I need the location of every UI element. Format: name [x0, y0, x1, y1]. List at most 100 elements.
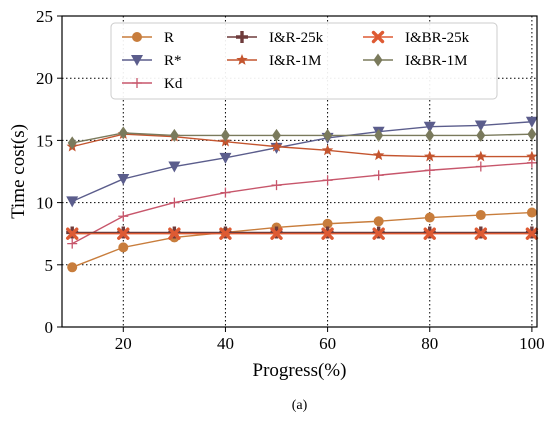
series-line	[72, 133, 532, 158]
data-point	[474, 227, 488, 240]
legend-label: I&R-1M	[269, 53, 322, 69]
data-point	[475, 161, 486, 172]
legend-item: I&BR-1M	[363, 53, 468, 69]
data-point	[220, 187, 231, 198]
data-point	[373, 170, 384, 181]
legend-label: R	[164, 30, 174, 46]
legend-marker	[371, 30, 385, 44]
data-point	[67, 238, 78, 249]
legend-item: R	[122, 30, 174, 46]
data-point	[423, 121, 436, 133]
legend-marker	[132, 32, 142, 42]
data-point	[168, 227, 181, 240]
data-point	[474, 120, 487, 132]
y-axis-title: Time cost(s)	[8, 124, 29, 219]
data-point	[322, 175, 333, 186]
series-line	[71, 121, 532, 203]
legend-marker	[131, 55, 143, 66]
legend-label: I&BR-25k	[405, 30, 470, 46]
legend-marker	[373, 53, 383, 67]
x-tick-label: 20	[115, 334, 132, 353]
data-point	[373, 216, 384, 227]
series-layer	[66, 116, 539, 273]
legend-marker	[236, 31, 248, 43]
axis-ticks: 20 40 60 80 100 0 5 10 15 20 25	[36, 7, 545, 353]
legend-label: I&R-25k	[269, 30, 324, 46]
series-line	[71, 162, 532, 245]
data-point	[270, 227, 283, 240]
legend-label: Kd	[164, 76, 183, 92]
legend-item: Kd	[122, 76, 183, 92]
data-point	[271, 180, 282, 191]
x-tick-label: 100	[519, 334, 545, 353]
data-point	[270, 140, 283, 152]
y-tick-label: 0	[45, 318, 54, 337]
data-point	[220, 128, 230, 142]
data-point	[169, 197, 180, 208]
data-point	[118, 126, 128, 140]
data-point	[219, 227, 232, 240]
y-tick-label: 25	[36, 7, 53, 26]
series-line	[72, 132, 532, 144]
legend-item: R*	[122, 53, 182, 69]
series-i-br-1m	[67, 126, 537, 150]
data-point	[525, 227, 539, 240]
legend: R R* Kd I&R-25k I&R-1M I&BR-25k I&BR-1M	[110, 22, 498, 100]
legend-marker	[236, 54, 248, 65]
data-point	[66, 196, 79, 208]
data-point	[475, 210, 486, 221]
data-point	[66, 227, 79, 240]
series-i-br-25k	[66, 227, 539, 240]
data-point	[322, 218, 333, 229]
data-point	[526, 150, 538, 162]
x-tick-label: 40	[217, 334, 234, 353]
data-point	[118, 242, 129, 253]
data-point	[526, 157, 537, 168]
data-point	[321, 144, 334, 156]
legend-box	[110, 22, 498, 100]
x-axis-title: Progress(%)	[253, 360, 347, 381]
data-point	[219, 152, 232, 164]
series-line	[71, 211, 532, 268]
data-point	[67, 136, 77, 150]
data-point	[118, 211, 129, 222]
data-point	[425, 128, 435, 142]
y-tick-label: 10	[36, 194, 53, 213]
y-tick-label: 15	[36, 131, 53, 150]
data-point	[476, 128, 486, 142]
data-point	[424, 150, 436, 162]
series-kd	[67, 157, 537, 249]
legend-marker	[132, 78, 142, 88]
legend-label: R*	[164, 53, 182, 69]
data-point	[323, 128, 333, 142]
legend-item: I&R-1M	[227, 53, 322, 69]
data-point	[527, 127, 537, 141]
x-tick-label: 60	[319, 334, 336, 353]
data-point	[272, 128, 282, 142]
data-point	[117, 173, 130, 185]
data-point	[169, 128, 179, 142]
x-tick-label: 80	[421, 334, 438, 353]
series-r	[67, 207, 537, 273]
data-point	[424, 165, 435, 176]
legend-item: I&R-25k	[227, 30, 324, 46]
data-point	[374, 128, 384, 142]
data-point	[168, 161, 181, 173]
data-point	[372, 149, 385, 161]
y-tick-label: 20	[36, 69, 53, 88]
data-point	[117, 227, 130, 240]
data-point	[526, 207, 537, 218]
legend-label: I&BR-1M	[405, 53, 468, 69]
data-point	[424, 212, 435, 223]
data-point	[423, 227, 436, 240]
figure-caption: (a)	[292, 398, 308, 413]
series-i-r-25k	[66, 226, 538, 239]
series-r-	[66, 116, 538, 208]
data-point	[67, 262, 78, 273]
y-tick-label: 5	[45, 256, 54, 275]
plot-area-frame	[61, 15, 538, 328]
data-point	[321, 227, 334, 240]
data-point	[475, 150, 487, 162]
data-point	[525, 116, 538, 128]
